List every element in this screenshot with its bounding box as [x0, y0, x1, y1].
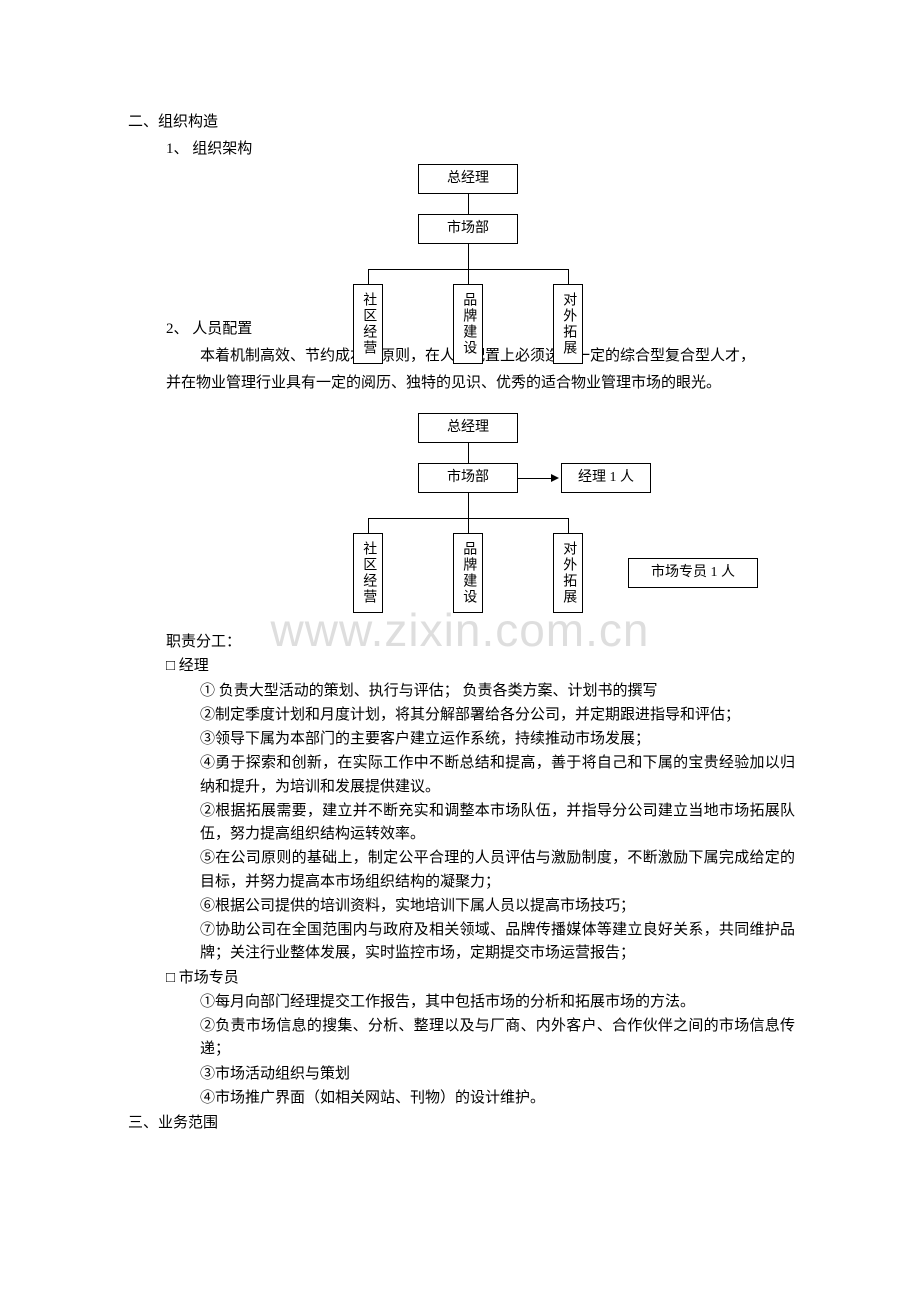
- chart1-node-center: 品牌建设: [453, 284, 483, 364]
- section3-title: 三、业务范围: [128, 1111, 795, 1135]
- chart2-arrow-head: [551, 474, 559, 482]
- specialist-item-2: ②负责市场信息的搜集、分析、整理以及与厂商、内外客户、合作伙伴之间的市场信息传递…: [128, 1015, 795, 1062]
- chart2-arrow-line: [518, 478, 553, 479]
- chart2-vline-l: [368, 518, 369, 533]
- org-chart-1: 总经理 市场部 社区经营 品牌建设 对外拓展: [328, 164, 828, 369]
- chart1-vline-c: [468, 269, 469, 284]
- manager-item-6: ⑤在公司原则的基础上，制定公平合理的人员评估与激励制度，不断激励下属完成给定的目…: [128, 847, 795, 894]
- chart2-label-specialist: 市场专员 1 人: [628, 558, 758, 588]
- chart1-node-mid: 市场部: [418, 214, 518, 244]
- specialist-item-1: ①每月向部门经理提交工作报告，其中包括市场的分析和拓展市场的方法。: [128, 991, 795, 1014]
- chart2-node-mid: 市场部: [418, 463, 518, 493]
- sub1-title: 1、 组织架构: [128, 137, 795, 161]
- manager-heading: □ 经理: [128, 655, 795, 678]
- chart2-vline2: [468, 493, 469, 518]
- chart2-node-right: 对外拓展: [553, 533, 583, 613]
- manager-item-2: ②制定季度计划和月度计划，将其分解部署给各分公司，并定期跟进指导和评估；: [128, 704, 795, 727]
- chart1-node-right: 对外拓展: [553, 284, 583, 364]
- specialist-item-4: ④市场推广界面（如相关网站、刊物）的设计维护。: [128, 1087, 795, 1110]
- manager-item-8: ⑦协助公司在全国范围内与政府及相关领域、品牌传播媒体等建立良好关系，共同维护品牌…: [128, 919, 795, 966]
- chart2-node-center: 品牌建设: [453, 533, 483, 613]
- chart2-vline-c: [468, 518, 469, 533]
- chart1-vline2: [468, 244, 469, 269]
- manager-item-7: ⑥根据公司提供的培训资料，实地培训下属人员以提高市场技巧；: [128, 895, 795, 918]
- specialist-heading: □ 市场专员: [128, 967, 795, 990]
- chart1-vline-r: [568, 269, 569, 284]
- chart2-node-top: 总经理: [418, 413, 518, 443]
- duties-title: 职责分工：: [128, 631, 795, 654]
- manager-item-1: ① 负责大型活动的策划、执行与评估； 负责各类方案、计划书的撰写: [128, 680, 795, 703]
- chart2-label-manager: 经理 1 人: [561, 463, 651, 493]
- specialist-item-3: ③市场活动组织与策划: [128, 1063, 795, 1086]
- sub2-para2: 并在物业管理行业具有一定的阅历、独特的见识、优秀的适合物业管理市场的眼光。: [128, 371, 795, 395]
- chart1-vline1: [468, 194, 469, 214]
- section2-title: 二、组织构造: [128, 110, 795, 134]
- chart2-node-left: 社区经营: [353, 533, 383, 613]
- chart1-node-top: 总经理: [418, 164, 518, 194]
- org-chart-2: 总经理 市场部 经理 1 人 社区经营 品牌建设 对外拓展 市场专员 1 人: [328, 413, 888, 623]
- chart2-vline1: [468, 443, 469, 463]
- manager-item-5: ②根据拓展需要，建立并不断充实和调整本市场队伍，并指导分公司建立当地市场拓展队伍…: [128, 800, 795, 847]
- manager-item-3: ③领导下属为本部门的主要客户建立运作系统，持续推动市场发展；: [128, 728, 795, 751]
- chart1-vline-l: [368, 269, 369, 284]
- chart2-vline-r: [568, 518, 569, 533]
- manager-item-4: ④勇于探索和创新，在实际工作中不断总结和提高，善于将自己和下属的宝贵经验加以归纳…: [128, 752, 795, 799]
- chart1-node-left: 社区经营: [353, 284, 383, 364]
